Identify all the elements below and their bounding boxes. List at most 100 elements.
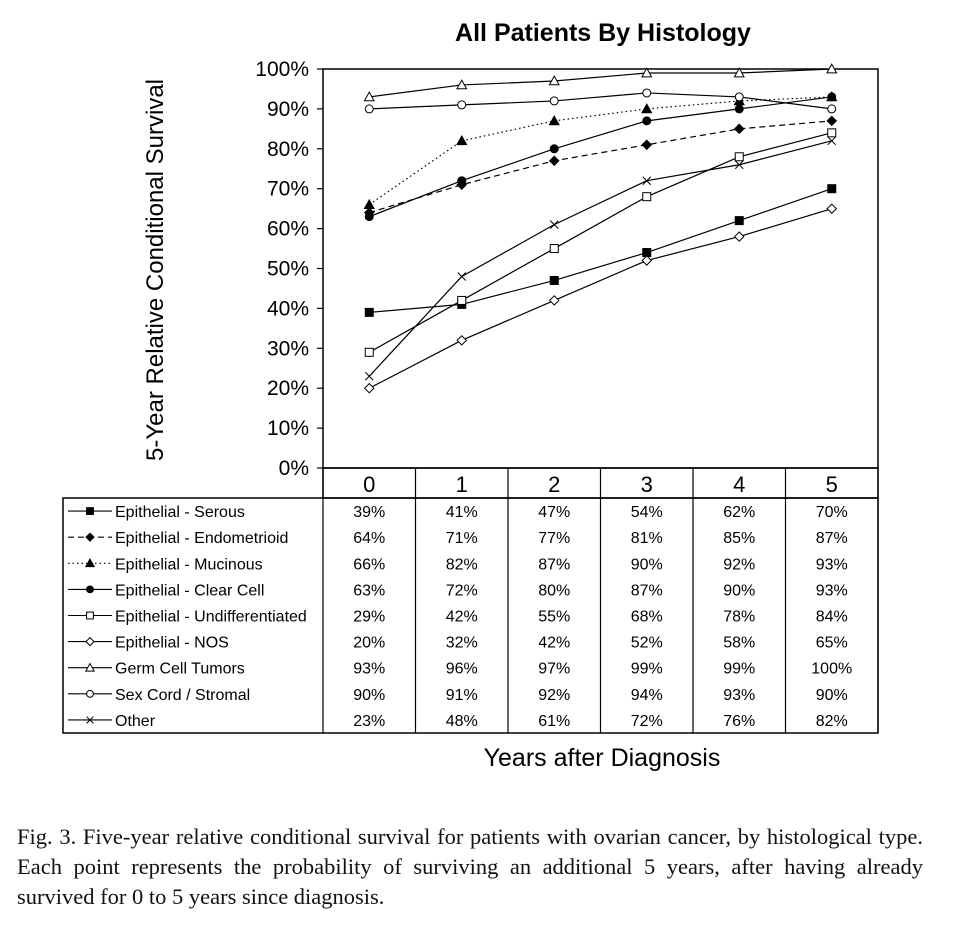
table-cell: 66% (353, 556, 385, 573)
table-cell: 85% (723, 530, 755, 547)
table-cell: 48% (446, 713, 478, 730)
table-cell: 42% (538, 635, 570, 652)
table-cell: 90% (816, 687, 848, 704)
point-epithelial-undifferentiated (364, 347, 374, 357)
point-epithelial-nos (456, 335, 468, 346)
table-cell: 99% (723, 661, 755, 678)
table-cell: 90% (353, 687, 385, 704)
table-cell: 72% (631, 713, 663, 730)
x-category-label: 3 (641, 472, 653, 497)
point-germ-cell-tumors (363, 91, 375, 102)
point-germ-cell-tumors (641, 67, 653, 78)
table-cell: 99% (631, 661, 663, 678)
point-germ-cell-tumors (456, 79, 468, 90)
legend-marker (85, 636, 95, 647)
point-epithelial-serous (827, 184, 837, 194)
table-cell: 47% (538, 504, 570, 521)
point-epithelial-mucinous (641, 103, 653, 114)
point-other (457, 272, 467, 281)
legend-label: Epithelial - Endometrioid (115, 530, 288, 547)
legend-marker (86, 585, 94, 594)
point-epithelial-clear-cell (549, 144, 559, 154)
series-line-epithelial-endometrioid (369, 120, 832, 214)
legend-label: Epithelial - Clear Cell (115, 582, 264, 599)
table-cell: 91% (446, 687, 478, 704)
x-category-label: 1 (456, 472, 468, 497)
table-cell: 82% (446, 556, 478, 573)
point-epithelial-undifferentiated (549, 244, 559, 254)
table-row: Epithelial - NOS 20% 32% 42% 52% 58% 65% (68, 635, 848, 652)
table-cell: 80% (538, 582, 570, 599)
point-sex-cord-stromal (549, 96, 559, 106)
point-other (364, 371, 374, 381)
table-cell: 65% (816, 635, 848, 652)
y-axis-ticks: 0% 10% 20% 30% 40% 50% 60% 70% 80% 90% 100% (255, 58, 323, 480)
figure-caption: Fig. 3. Five-year relative conditional s… (17, 824, 923, 909)
point-epithelial-nos (641, 255, 653, 266)
point-epithelial-nos (363, 382, 375, 394)
y-tick-label: 50% (267, 258, 309, 281)
point-other (549, 220, 559, 229)
legend-marker (85, 532, 95, 542)
table-cell: 82% (816, 713, 848, 730)
point-other (734, 160, 744, 170)
point-epithelial-clear-cell (734, 104, 744, 114)
table-cell: 71% (446, 530, 478, 547)
point-epithelial-undifferentiated (642, 192, 652, 202)
legend-label: Germ Cell Tumors (115, 661, 245, 678)
point-epithelial-undifferentiated (734, 152, 744, 162)
table-row: Sex Cord / Stromal 90% 91% 92% 94% 93% 90% (68, 687, 848, 704)
table-cell: 64% (353, 530, 385, 547)
series-line-germ-cell-tumors (369, 68, 832, 98)
table-cell: 100% (811, 661, 852, 678)
table-cell: 23% (353, 713, 385, 730)
table-cell: 87% (538, 556, 570, 573)
table-cell: 96% (446, 661, 478, 678)
legend-label: Epithelial - Mucinous (115, 556, 263, 573)
table-row: Epithelial - Endometrioid 64% 71% 77% 81% 85%… (68, 530, 848, 547)
series-line-other (368, 140, 832, 377)
point-epithelial-endometrioid (548, 155, 560, 167)
table-cell: 87% (631, 582, 663, 599)
table-cell: 32% (446, 635, 478, 652)
point-epithelial-endometrioid (641, 139, 653, 151)
table-cell: 94% (631, 687, 663, 704)
table-cell: 93% (353, 661, 385, 678)
table-cell: 68% (631, 609, 663, 626)
point-epithelial-serous (364, 307, 374, 317)
table-cell: 81% (631, 530, 663, 547)
table-cell: 72% (446, 582, 478, 599)
point-epithelial-nos (826, 203, 838, 214)
legend-label: Epithelial - NOS (115, 635, 229, 652)
chart-title: All Patients By Histology (455, 19, 751, 47)
table-cell: 87% (816, 530, 848, 547)
point-germ-cell-tumors (826, 63, 838, 74)
point-sex-cord-stromal (642, 88, 652, 98)
legend-marker (86, 689, 94, 698)
x-category-label: 5 (826, 472, 838, 497)
point-epithelial-clear-cell (457, 176, 467, 186)
table-cell: 70% (816, 504, 848, 521)
y-tick-label: 0% (279, 457, 309, 480)
legend-label: Sex Cord / Stromal (115, 687, 250, 704)
point-sex-cord-stromal (827, 104, 837, 114)
point-germ-cell-tumors (733, 67, 745, 78)
series-line-sex-cord-stromal (369, 92, 832, 110)
series-lines (368, 68, 832, 389)
data-table: 0 1 2 3 4 5 Epithelial - Serous 39% 41% 47% 54% 62%… (62, 467, 879, 734)
series-line-epithelial-clear-cell (369, 96, 832, 218)
point-epithelial-mucinous (548, 115, 560, 126)
legend-marker (86, 716, 94, 724)
table-cell: 84% (816, 609, 848, 626)
table-cell: 42% (446, 609, 478, 626)
x-category-label: 4 (733, 472, 745, 497)
table-cell: 58% (723, 635, 755, 652)
y-tick-label: 100% (255, 58, 309, 81)
point-sex-cord-stromal (734, 92, 744, 102)
table-cell: 52% (631, 635, 663, 652)
table-cell: 77% (538, 530, 570, 547)
point-epithelial-endometrioid (826, 115, 838, 127)
point-epithelial-clear-cell (827, 92, 837, 102)
table-cell: 93% (723, 687, 755, 704)
table-row: Epithelial - Mucinous 66% 82% 87% 90% 92% 93% (68, 556, 848, 573)
